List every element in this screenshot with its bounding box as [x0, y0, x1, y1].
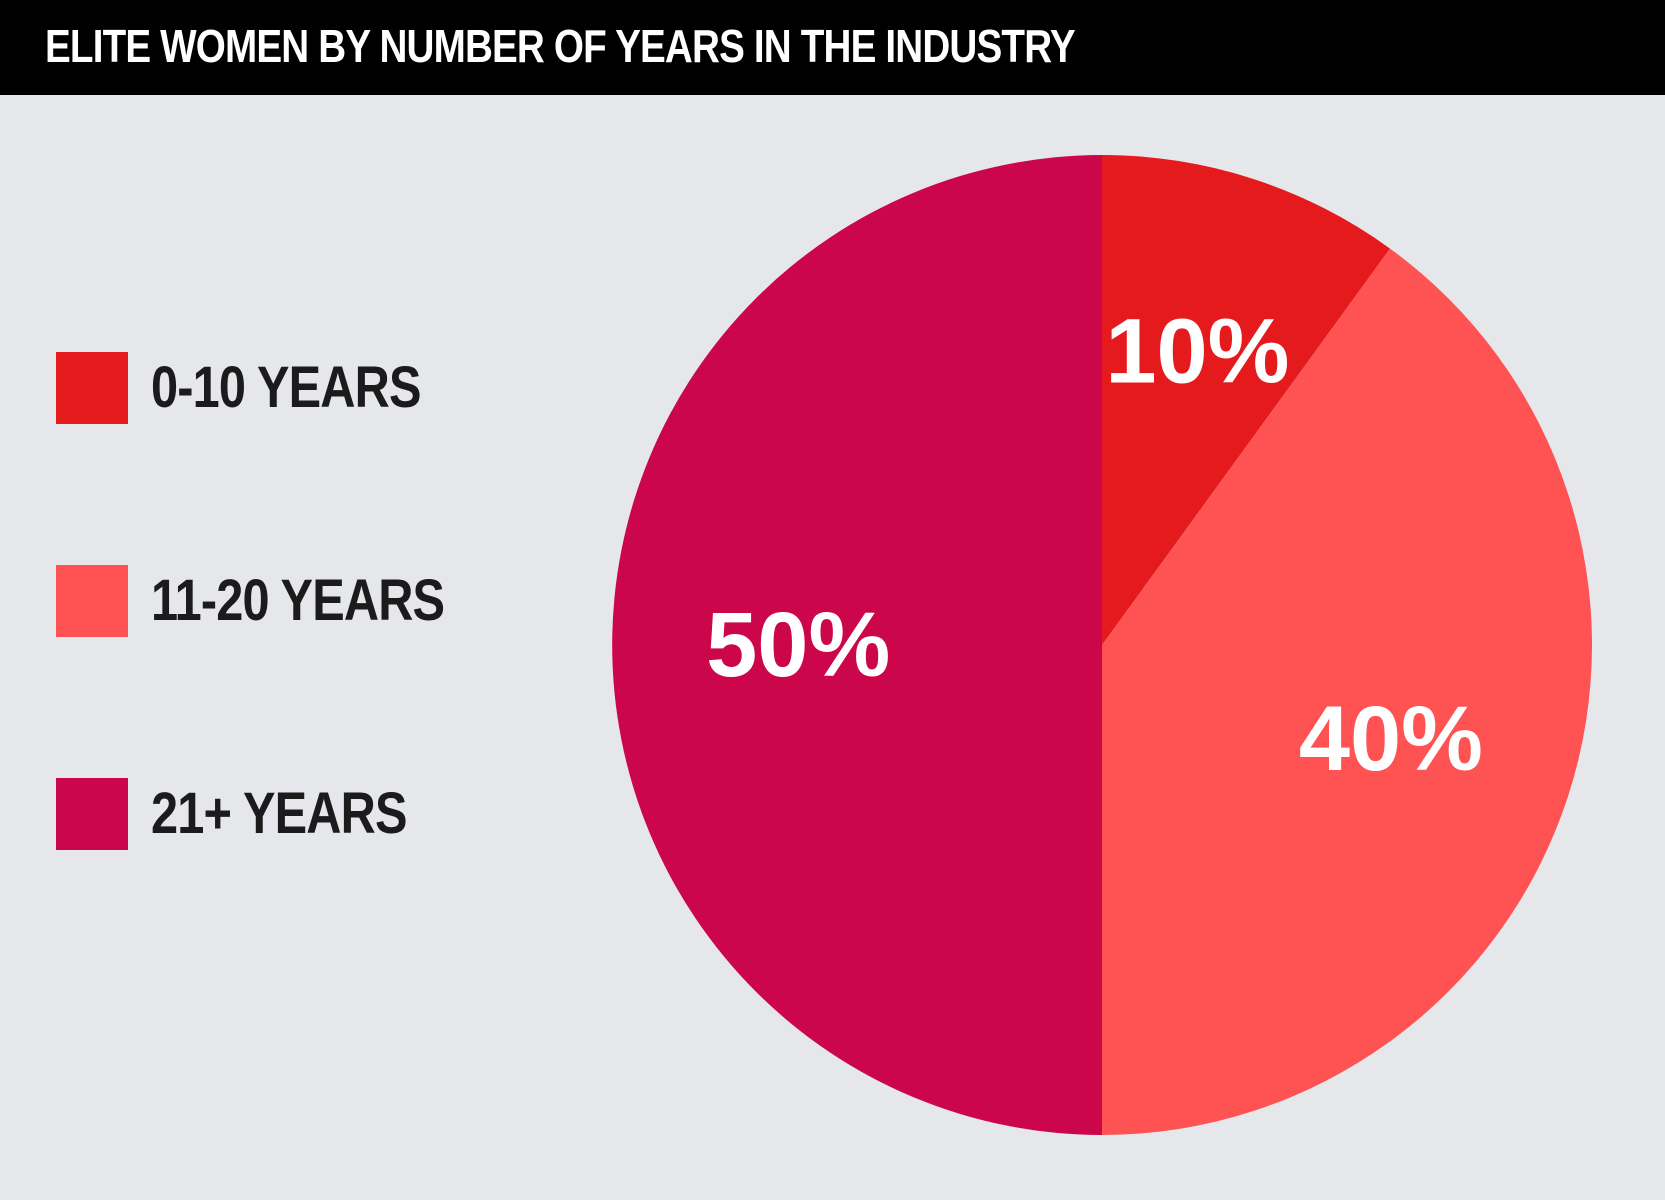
title-bar: ELITE WOMEN BY NUMBER OF YEARS IN THE IN… [0, 0, 1665, 95]
legend-item-21-plus-years: 21+ YEARS [56, 778, 576, 850]
pie-slice-21-plus-years [612, 155, 1102, 1135]
legend: 0-10 YEARS 11-20 YEARS 21+ YEARS [56, 0, 576, 1200]
legend-swatch-0-10-years [56, 352, 128, 424]
legend-label-0-10-years: 0-10 YEARS [151, 355, 421, 420]
legend-swatch-11-20-years [56, 565, 128, 637]
slice-label-11-20-years: 40% [1299, 688, 1483, 790]
legend-label-11-20-years: 11-20 YEARS [151, 568, 445, 633]
legend-label-21-plus-years: 21+ YEARS [151, 781, 407, 846]
pie-slice-0-10-years [1102, 155, 1391, 645]
slice-label-0-10-years: 10% [1105, 300, 1289, 402]
pie-slice-11-20-years [1102, 248, 1592, 1135]
slice-label-21-plus-years: 50% [706, 594, 890, 696]
chart-title: ELITE WOMEN BY NUMBER OF YEARS IN THE IN… [45, 20, 1076, 72]
legend-swatch-21-plus-years [56, 778, 128, 850]
legend-item-11-20-years: 11-20 YEARS [56, 565, 576, 637]
legend-item-0-10-years: 0-10 YEARS [56, 352, 576, 424]
